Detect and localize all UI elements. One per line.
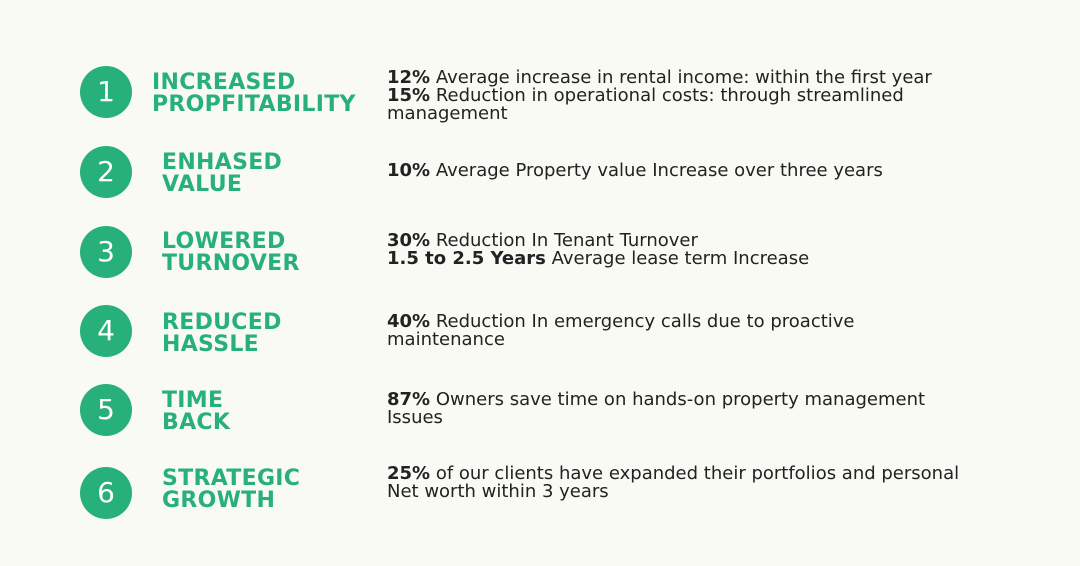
description-line: 15% Reduction in operational costs: thro… bbox=[387, 87, 1067, 105]
description-line: management bbox=[387, 105, 1067, 123]
benefit-description-4: 40% Reduction In emergency calls due to … bbox=[387, 313, 1067, 349]
description-line: 1.5 to 2.5 Years Average lease term Incr… bbox=[387, 250, 1067, 268]
description-text: maintenance bbox=[387, 329, 505, 350]
highlight-stat: 87% bbox=[387, 389, 431, 410]
benefit-title-line: LOWERED bbox=[162, 229, 286, 254]
benefit-title-line: REDUCED bbox=[162, 310, 282, 335]
highlight-stat: 25% bbox=[387, 463, 431, 484]
description-text: Issues bbox=[387, 407, 443, 428]
description-text: Average Property value Increase over thr… bbox=[430, 160, 883, 181]
benefit-title-2: ENHASED VALUE bbox=[162, 152, 282, 196]
number-badge-4: 4 bbox=[80, 305, 132, 357]
description-line: 12% Average increase in rental income: w… bbox=[387, 69, 1067, 87]
benefit-description-3: 30% Reduction In Tenant Turnover 1.5 to … bbox=[387, 232, 1067, 268]
number-badge-2: 2 bbox=[80, 146, 132, 198]
benefit-title-line: INCREASED bbox=[152, 70, 296, 95]
description-text: Average lease term Increase bbox=[545, 248, 810, 269]
benefit-title-line: GROWTH bbox=[162, 488, 276, 513]
benefit-title-line: HASSLE bbox=[162, 332, 259, 357]
description-line: maintenance bbox=[387, 331, 1067, 349]
description-line: 10% Average Property value Increase over… bbox=[387, 162, 1067, 180]
number-badge-3: 3 bbox=[80, 226, 132, 278]
description-text: Reduction In emergency calls due to proa… bbox=[430, 311, 855, 332]
benefit-title-line: TIME bbox=[162, 388, 224, 413]
description-line: Net worth within 3 years bbox=[387, 483, 1067, 501]
highlight-stat: 10% bbox=[387, 160, 431, 181]
highlight-stat: 30% bbox=[387, 230, 431, 251]
description-text: Average increase in rental income: withi… bbox=[430, 67, 932, 88]
benefit-title-line: PROPFITABILITY bbox=[152, 92, 356, 117]
description-text: Owners save time on hands-on property ma… bbox=[430, 389, 926, 410]
benefit-description-6: 25% of our clients have expanded their p… bbox=[387, 465, 1067, 501]
description-line: 40% Reduction In emergency calls due to … bbox=[387, 313, 1067, 331]
highlight-stat: 1.5 to 2.5 Years bbox=[387, 248, 546, 269]
description-text: management bbox=[387, 103, 508, 124]
highlight-stat: 40% bbox=[387, 311, 431, 332]
benefit-title-4: REDUCED HASSLE bbox=[162, 312, 282, 356]
number-badge-1: 1 bbox=[80, 66, 132, 118]
benefit-title-line: VALUE bbox=[162, 172, 243, 197]
benefit-title-line: BACK bbox=[162, 410, 231, 435]
benefit-title-6: STRATEGIC GROWTH bbox=[162, 468, 300, 512]
benefit-title-line: ENHASED bbox=[162, 150, 283, 175]
number-badge-6: 6 bbox=[80, 467, 132, 519]
description-line: 30% Reduction In Tenant Turnover bbox=[387, 232, 1067, 250]
benefit-description-1: 12% Average increase in rental income: w… bbox=[387, 69, 1067, 123]
benefit-description-5: 87% Owners save time on hands-on propert… bbox=[387, 391, 1067, 427]
description-line: Issues bbox=[387, 409, 1067, 427]
benefit-title-1: INCREASED PROPFITABILITY bbox=[152, 72, 356, 116]
benefit-title-5: TIME BACK bbox=[162, 390, 230, 434]
description-line: 87% Owners save time on hands-on propert… bbox=[387, 391, 1067, 409]
benefit-description-2: 10% Average Property value Increase over… bbox=[387, 162, 1067, 180]
number-badge-5: 5 bbox=[80, 384, 132, 436]
description-text: Reduction in operational costs: through … bbox=[430, 85, 904, 106]
description-line: 25% of our clients have expanded their p… bbox=[387, 465, 1067, 483]
benefit-title-line: STRATEGIC bbox=[162, 466, 301, 491]
benefit-title-3: LOWERED TURNOVER bbox=[162, 231, 300, 275]
description-text: of our clients have expanded their portf… bbox=[430, 463, 960, 484]
description-text: Reduction In Tenant Turnover bbox=[430, 230, 698, 251]
highlight-stat: 12% bbox=[387, 67, 431, 88]
benefit-title-line: TURNOVER bbox=[162, 251, 300, 276]
description-text: Net worth within 3 years bbox=[387, 481, 609, 502]
highlight-stat: 15% bbox=[387, 85, 431, 106]
